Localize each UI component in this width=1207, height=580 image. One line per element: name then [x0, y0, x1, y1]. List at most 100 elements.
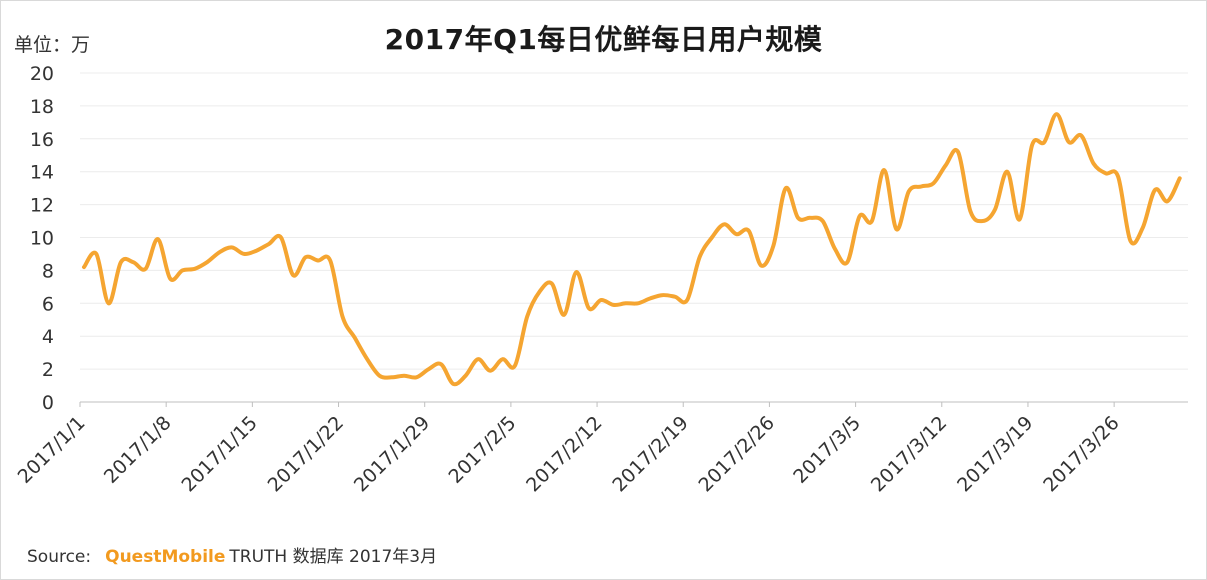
data-point [956, 150, 960, 154]
x-tick-label: 2017/3/19 [953, 412, 1037, 496]
data-point [427, 367, 431, 371]
y-tick-label: 20 [30, 63, 54, 85]
data-point [821, 219, 825, 223]
chart-title: 2017年Q1每日优鲜每日用户规模 [384, 23, 823, 56]
x-tick-label: 2017/1/29 [350, 412, 434, 496]
source-note: Source: QuestMobile TRUTH 数据库 2017年3月 [27, 542, 437, 567]
y-tick-label: 4 [42, 326, 54, 348]
data-point [513, 364, 517, 368]
data-point [1018, 217, 1022, 221]
data-point [796, 216, 800, 220]
data-point [685, 298, 689, 302]
data-point [808, 216, 812, 220]
x-tick-label: 2017/3/26 [1039, 412, 1123, 496]
y-tick-label: 2 [42, 359, 54, 381]
data-point [1141, 226, 1145, 230]
y-tick-label: 16 [30, 129, 54, 151]
data-point [1104, 171, 1108, 175]
data-point [328, 259, 332, 263]
data-point [488, 369, 492, 373]
data-point [882, 168, 886, 172]
data-point [464, 374, 468, 378]
y-tick-label: 6 [42, 293, 54, 315]
data-point [414, 375, 418, 379]
data-point [402, 374, 406, 378]
data-point [747, 229, 751, 233]
data-point [1128, 239, 1132, 243]
x-tick-label: 2017/1/8 [100, 412, 176, 488]
data-point [279, 236, 283, 240]
data-point [353, 336, 357, 340]
data-point [599, 298, 603, 302]
data-point [1042, 140, 1046, 144]
data-point [710, 236, 714, 240]
data-point [968, 209, 972, 213]
data-point [82, 265, 86, 269]
y-tick-label: 18 [30, 96, 54, 118]
data-point [119, 260, 123, 264]
data-point [673, 295, 677, 299]
data-point [242, 252, 246, 256]
data-point [107, 301, 111, 305]
y-tick-label: 8 [42, 260, 54, 282]
data-point [858, 214, 862, 218]
data-point [845, 260, 849, 264]
data-point [205, 260, 209, 264]
data-point [1067, 140, 1071, 144]
data-point [217, 250, 221, 254]
data-point [562, 313, 566, 317]
x-tick-label: 2017/2/12 [522, 412, 606, 496]
x-tick-label: 2017/1/1 [14, 412, 90, 488]
x-tick-label: 2017/3/12 [867, 412, 951, 496]
x-tick-label: 2017/1/15 [177, 412, 261, 496]
data-point [1030, 143, 1034, 147]
data-point [156, 237, 160, 241]
data-point [661, 293, 665, 297]
source-brand: QuestMobile [105, 547, 226, 567]
data-point [291, 273, 295, 277]
data-point [304, 255, 308, 259]
data-point [931, 181, 935, 185]
x-tick-label: 2017/2/5 [445, 412, 521, 488]
y-tick-label: 10 [30, 228, 54, 250]
data-point [574, 270, 578, 274]
data-point [624, 301, 628, 305]
data-point [316, 259, 320, 263]
data-point [698, 255, 702, 259]
y-tick-label: 14 [30, 162, 54, 184]
data-point [993, 208, 997, 212]
data-point [771, 244, 775, 248]
data-point [94, 252, 98, 256]
data-point [168, 277, 172, 281]
data-point [981, 219, 985, 223]
data-point [759, 263, 763, 267]
data-point [390, 375, 394, 379]
data-point [144, 267, 148, 271]
data-point [451, 382, 455, 386]
data-point [587, 306, 591, 310]
y-tick-label: 0 [42, 392, 54, 414]
y-axis: 0 2 4 6 8 10 12 14 16 18 20 [30, 63, 54, 414]
data-point [1055, 112, 1059, 116]
y-tick-label: 12 [30, 195, 54, 217]
data-point [341, 314, 345, 318]
data-point [734, 232, 738, 236]
data-point [1092, 161, 1096, 165]
data-point [501, 357, 505, 361]
data-point [870, 219, 874, 223]
data-point [636, 301, 640, 305]
data-point [1079, 134, 1083, 138]
x-tick-label: 2017/1/22 [264, 412, 348, 496]
source-rest: TRUTH 数据库 2017年3月 [229, 547, 438, 567]
grid-lines [80, 72, 1188, 370]
x-axis: 2017/1/1 2017/1/8 2017/1/15 2017/1/22 2017/1… [14, 401, 1188, 496]
data-point [919, 185, 923, 189]
data-point [944, 163, 948, 167]
data-point [907, 189, 911, 193]
data-point [267, 242, 271, 246]
data-point [1116, 175, 1120, 179]
data-point [1153, 188, 1157, 192]
x-tick-label: 2017/2/19 [608, 412, 692, 496]
x-tick-label: 2017/2/26 [695, 412, 779, 496]
